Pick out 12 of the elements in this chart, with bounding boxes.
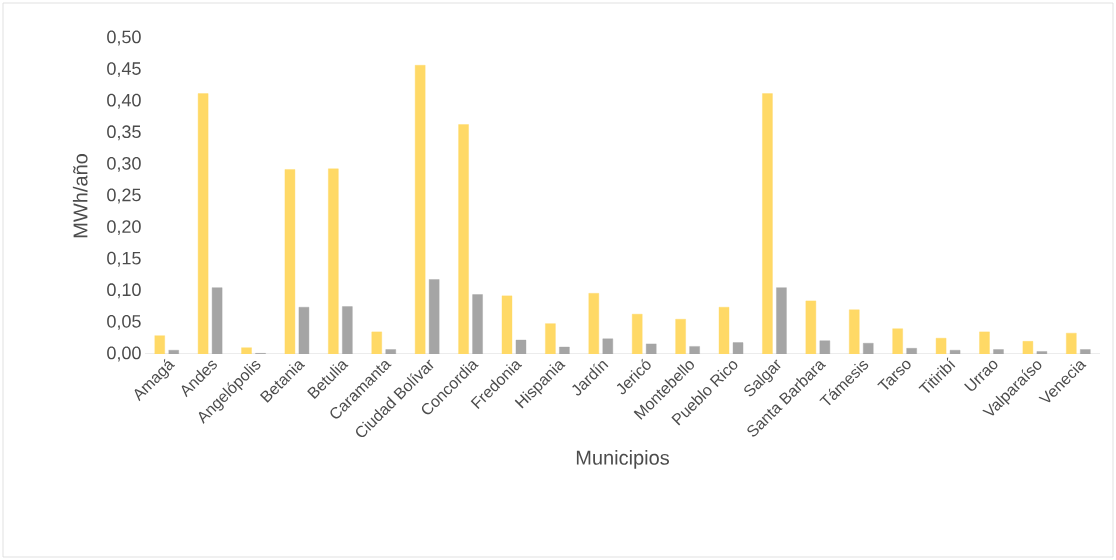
- y-tick-label: 0,40: [107, 93, 141, 109]
- y-tick-label: 0,25: [107, 188, 141, 204]
- x-axis-title: Municipios: [576, 450, 669, 469]
- y-tick-label: 0,15: [107, 251, 141, 267]
- y-tick-label: 0,50: [107, 30, 141, 46]
- y-tick-label: 0,20: [107, 220, 141, 236]
- y-axis-title: MWh/año: [72, 154, 88, 238]
- y-tick-label: 0,30: [107, 156, 141, 172]
- y-tick-label: 0,10: [107, 283, 141, 299]
- y-tick-label: 0,35: [107, 125, 141, 141]
- y-tick-label: 0,45: [107, 62, 141, 78]
- y-tick-label: 0,05: [107, 314, 141, 330]
